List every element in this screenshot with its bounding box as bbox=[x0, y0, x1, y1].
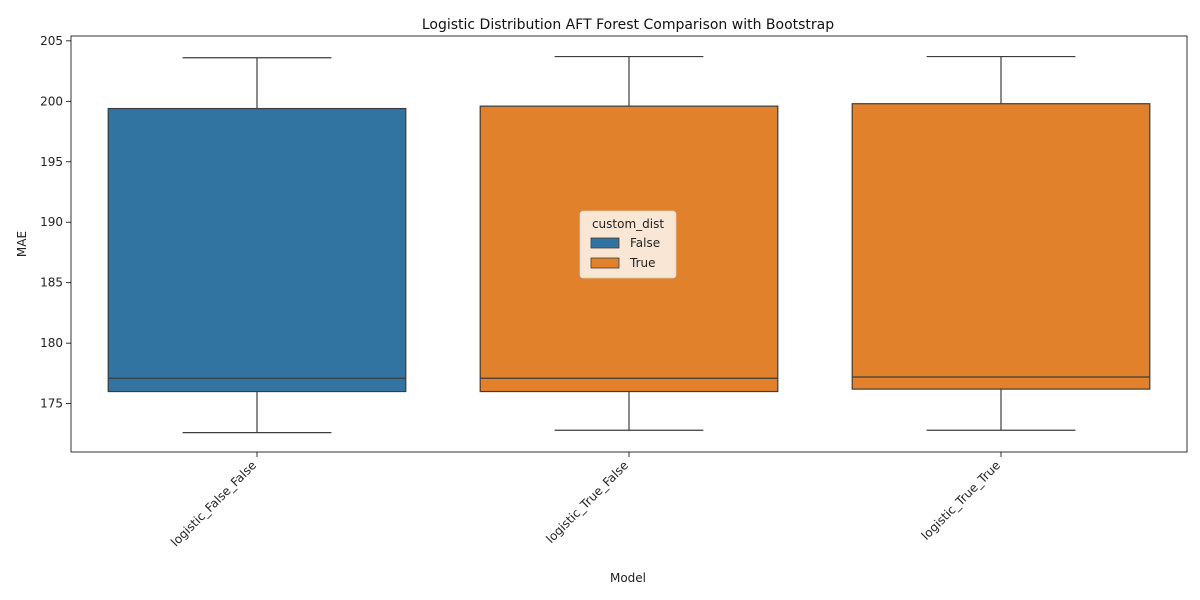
x-axis: logistic_False_False logistic_True_False l… bbox=[168, 452, 1003, 549]
y-tick-label: 195 bbox=[40, 155, 63, 169]
chart-title: Logistic Distribution AFT Forest Compari… bbox=[422, 17, 834, 33]
box-logistic_False_False bbox=[107, 57, 407, 434]
y-tick-label: 205 bbox=[40, 34, 63, 48]
y-tick-label: 200 bbox=[40, 94, 63, 108]
y-tick-label: 180 bbox=[40, 336, 63, 350]
x-tick-label: logistic_True_False bbox=[543, 458, 631, 546]
legend-label-true: True bbox=[629, 256, 656, 270]
plot-area bbox=[107, 55, 1151, 434]
legend-swatch-false bbox=[590, 237, 620, 249]
y-tick-label: 175 bbox=[40, 397, 63, 411]
y-axis: 175 180 185 190 195 200 205 bbox=[40, 34, 71, 411]
x-tick-label: logistic_False_False bbox=[168, 458, 259, 549]
legend-swatch-true bbox=[590, 257, 620, 269]
x-tick-label: logistic_True_True bbox=[919, 458, 1003, 542]
y-tick-label: 185 bbox=[40, 276, 63, 290]
legend: custom_dist False True bbox=[579, 210, 677, 279]
legend-label-false: False bbox=[630, 236, 660, 250]
y-axis-title: MAE bbox=[15, 231, 29, 257]
box-logistic_True_True bbox=[851, 55, 1151, 431]
y-tick-label: 190 bbox=[40, 215, 63, 229]
legend-title: custom_dist bbox=[592, 217, 664, 231]
x-axis-title: Model bbox=[610, 571, 646, 585]
box-iqr bbox=[851, 103, 1151, 390]
box-iqr bbox=[107, 107, 407, 393]
